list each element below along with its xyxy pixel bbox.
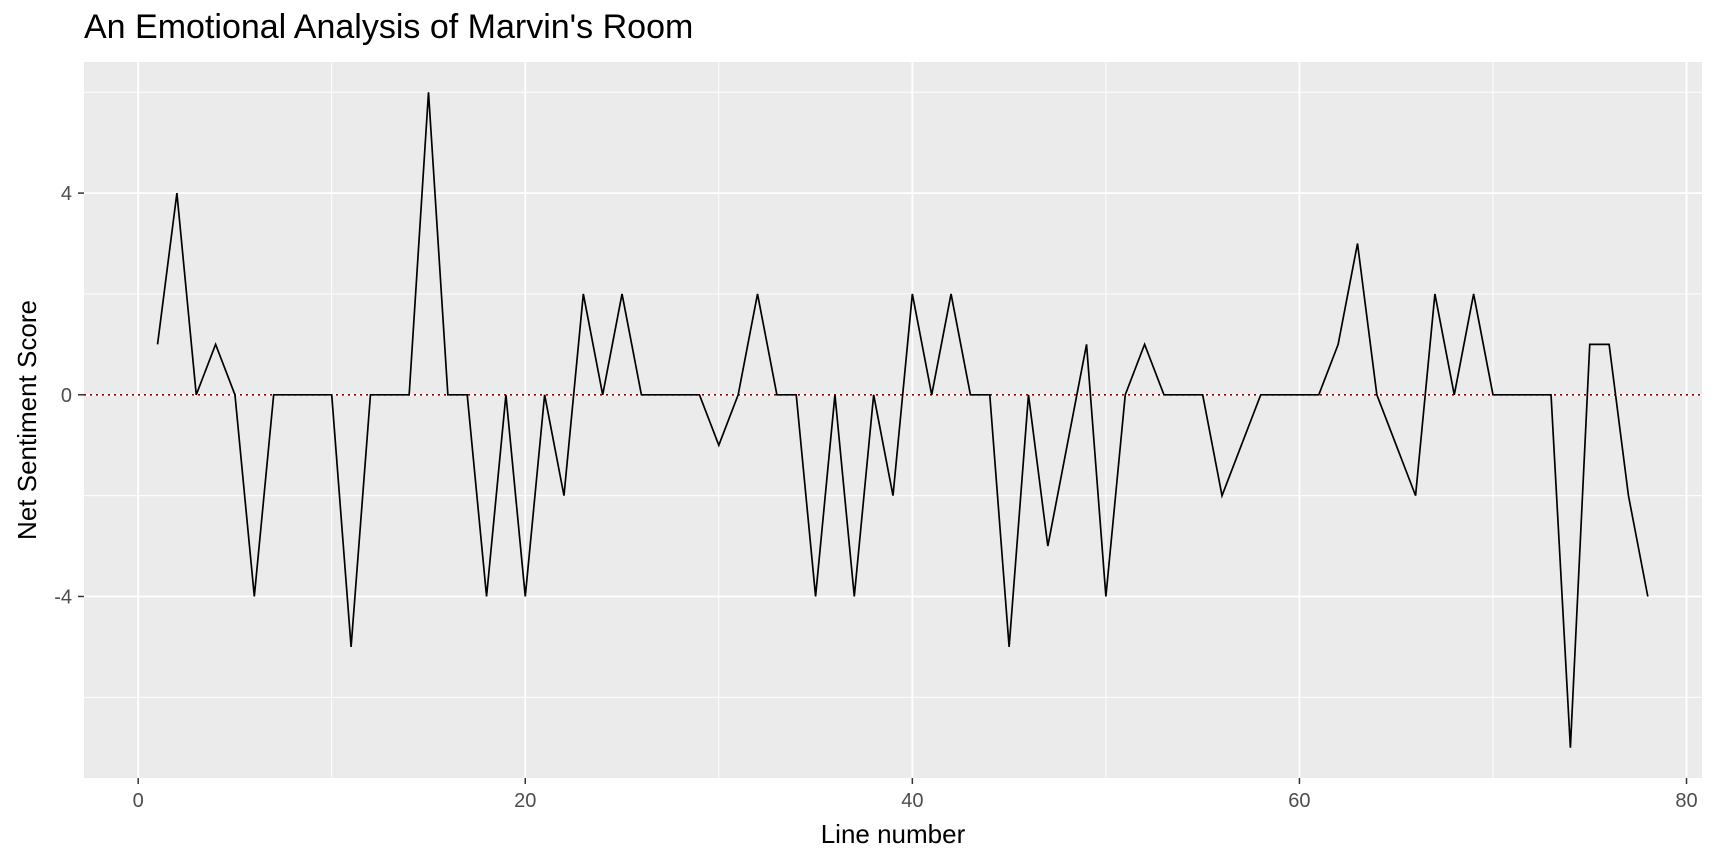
y-axis: -4 0 4 — [54, 183, 84, 608]
x-axis-title: Line number — [821, 819, 966, 849]
chart-title: An Emotional Analysis of Marvin's Room — [84, 8, 694, 46]
x-tick-label: 40 — [901, 790, 923, 812]
major-gridlines — [84, 62, 1702, 778]
x-tick-label: 60 — [1288, 790, 1310, 812]
x-axis: 0 20 40 60 80 — [133, 778, 1698, 812]
sentiment-series-line — [156, 92, 1649, 748]
y-tick-label: 4 — [61, 183, 72, 205]
plot-panel — [84, 62, 1702, 778]
x-tick-label: 0 — [133, 790, 144, 812]
y-axis-title: Net Sentiment Score — [12, 300, 42, 540]
y-tick-label: 0 — [61, 385, 72, 407]
y-tick-label: -4 — [54, 586, 72, 608]
x-tick-label: 20 — [514, 790, 536, 812]
x-tick-label: 80 — [1675, 790, 1697, 812]
